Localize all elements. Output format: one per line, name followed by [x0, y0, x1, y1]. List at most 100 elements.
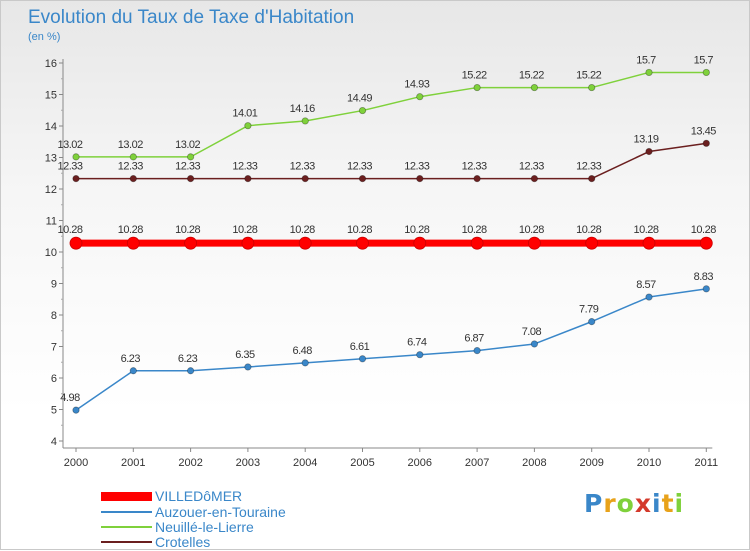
y-tick-label: 6	[51, 373, 57, 385]
y-tick-label: 7	[51, 342, 57, 354]
series-villedomer-data-label: 10.28	[633, 224, 658, 236]
series-neuille-data-label: 14.16	[290, 103, 315, 115]
series-villedomer-point	[585, 236, 599, 250]
series-villedomer-point	[699, 236, 713, 250]
y-tick-label: 14	[45, 121, 57, 133]
series-neuille-data-label: 14.93	[404, 79, 429, 91]
legend-swatch	[101, 541, 152, 543]
series-neuille-point	[72, 153, 80, 161]
series-auzouer-data-label: 7.79	[579, 304, 599, 316]
series-auzouer-point	[416, 351, 424, 359]
logo-letter: i	[674, 489, 685, 518]
series-crotelles-point	[301, 175, 309, 183]
series-crotelles-point	[588, 175, 596, 183]
series-villedomer-data-label: 10.28	[347, 224, 372, 236]
series-villedomer-point	[298, 236, 312, 250]
series-neuille-data-label: 13.02	[57, 139, 82, 151]
logo-letter: o	[616, 489, 635, 518]
series-auzouer-point	[645, 293, 653, 301]
series-neuille-data-label: 14.49	[347, 93, 372, 105]
y-tick-label: 12	[45, 184, 57, 196]
legend-swatch	[101, 526, 152, 528]
series-neuille-point	[129, 153, 137, 161]
chart-unit: (en %)	[28, 31, 61, 43]
proxiti-logo: Proxiti	[584, 489, 684, 518]
series-auzouer-data-label: 6.61	[350, 341, 370, 353]
series-auzouer-data-label: 7.08	[522, 326, 542, 338]
series-auzouer-data-label: 6.35	[235, 349, 255, 361]
series-auzouer-point	[72, 406, 80, 414]
series-auzouer-point	[129, 367, 137, 375]
x-tick-label: 2008	[522, 457, 546, 469]
series-villedomer-point	[126, 236, 140, 250]
series-auzouer-point	[187, 367, 195, 375]
x-tick-label: 2007	[465, 457, 489, 469]
series-neuille-data-label: 13.02	[118, 139, 143, 151]
series-neuille-data-label: 15.22	[576, 70, 601, 82]
legend-label: Auzouer-en-Touraine	[155, 504, 286, 520]
series-villedomer-data-label: 10.28	[290, 224, 315, 236]
series-auzouer-line	[75, 288, 707, 411]
series-crotelles-data-label: 12.33	[462, 161, 487, 173]
series-crotelles-point	[72, 175, 80, 183]
series-neuille-line	[76, 71, 707, 158]
series-auzouer-point	[358, 355, 367, 363]
series-neuille-data-label: 15.7	[694, 54, 714, 66]
series-crotelles-data-label: 13.45	[691, 125, 716, 137]
series-crotelles-data-label: 12.33	[118, 161, 143, 173]
series-villedomer-point	[642, 236, 656, 250]
series-villedomer-data-label: 10.28	[691, 224, 716, 236]
series-crotelles-point	[702, 139, 710, 147]
x-tick-label: 2002	[178, 457, 202, 469]
series-auzouer-point	[530, 340, 539, 348]
series-crotelles-data-label: 12.33	[576, 161, 601, 173]
series-neuille-point	[588, 83, 596, 92]
series-crotelles-data-label: 12.33	[175, 161, 200, 173]
y-tick-label: 10	[45, 247, 57, 259]
series-crotelles-point	[530, 175, 539, 183]
series-villedomer-data-label: 10.28	[519, 224, 544, 236]
legend-label: VILLEDôMER	[155, 488, 243, 504]
series-auzouer-data-label: 6.23	[178, 353, 198, 365]
series-auzouer-data-label: 6.74	[407, 337, 427, 349]
x-tick-label: 2006	[408, 457, 432, 469]
series-villedomer-data-label: 10.28	[57, 224, 82, 236]
series-neuille-data-label: 15.7	[636, 54, 656, 66]
logo-letter: r	[603, 489, 617, 518]
series-villedomer-data-label: 10.28	[404, 224, 429, 236]
series-auzouer-point	[473, 346, 481, 355]
series-neuille-point	[530, 83, 539, 92]
series-neuille-data-label: 15.22	[462, 70, 487, 82]
x-tick-label: 2009	[579, 457, 603, 469]
series-neuille-point	[301, 117, 309, 125]
series-villedomer-data-label: 10.28	[118, 224, 143, 236]
series-neuille-data-label: 15.22	[519, 70, 544, 82]
x-tick-label: 2004	[293, 457, 317, 469]
series-villedomer-point	[241, 236, 255, 250]
series-crotelles-point	[129, 175, 137, 183]
legend-swatch	[101, 492, 152, 501]
series-neuille-point	[473, 83, 481, 92]
series-villedomer-data-label: 10.28	[232, 224, 257, 236]
series-crotelles-data-label: 12.33	[347, 161, 372, 173]
y-tick-label: 13	[45, 153, 57, 165]
series-villedomer-point	[184, 236, 198, 250]
series-villedomer-data-label: 10.28	[462, 224, 487, 236]
y-tick-label: 4	[51, 436, 57, 448]
y-tick-label: 5	[51, 405, 57, 417]
series-crotelles-point	[358, 175, 367, 183]
series-villedomer-data-label: 10.28	[576, 224, 601, 236]
series-auzouer-data-label: 6.87	[464, 333, 484, 345]
series-crotelles-data-label: 12.33	[404, 161, 429, 173]
logo-letter: t	[661, 489, 675, 518]
series-crotelles-data-label: 12.33	[519, 161, 544, 173]
series-crotelles-point	[244, 175, 252, 183]
series-neuille-point	[645, 68, 653, 77]
series-auzouer-data-label: 6.48	[292, 345, 312, 357]
series-crotelles-data-label: 12.33	[232, 161, 257, 173]
y-tick-label: 11	[46, 216, 57, 228]
x-tick-label: 2010	[637, 457, 661, 469]
x-tick-label: 2003	[236, 457, 260, 469]
series-auzouer-point	[301, 359, 309, 367]
